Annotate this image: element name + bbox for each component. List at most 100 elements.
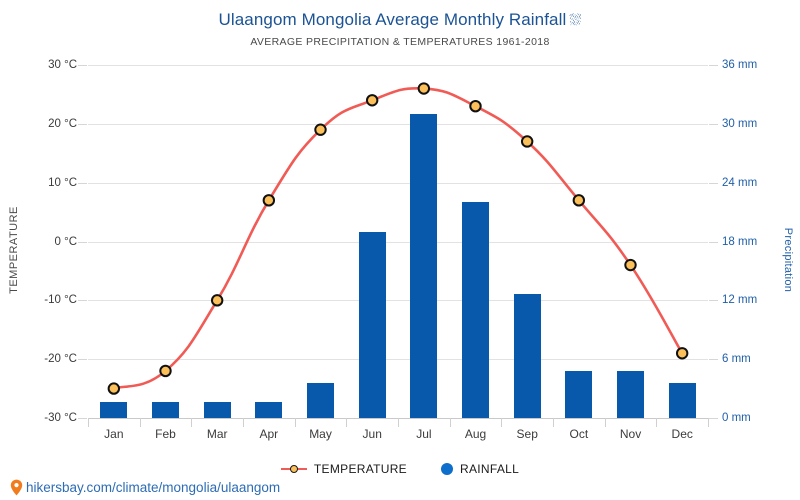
temperature-point-jul[interactable]: Jul: 26 °C	[417, 82, 431, 95]
y-axis-left-tick	[78, 123, 87, 125]
rainfall-bar-aug[interactable]	[462, 202, 489, 418]
bar-slot	[398, 65, 450, 418]
bar-slot	[243, 65, 295, 418]
y-axis-right-tick-label: 0 mm	[722, 412, 751, 424]
legend-label-rainfall: RAINFALL	[460, 462, 520, 476]
x-axis-tick	[88, 418, 89, 427]
y-axis-right-tick	[709, 359, 718, 361]
rainfall-bar-nov[interactable]	[617, 370, 644, 418]
y-axis-right-tick	[709, 418, 718, 419]
plot-area	[88, 65, 708, 419]
rainfall-bar-apr[interactable]	[255, 402, 283, 418]
y-axis-left-tick-label: 10 °C	[48, 176, 77, 189]
temperature-markers: Jan: -25 °C Feb: -22 °C Mar: -10 °C Apr: 7 …	[107, 82, 689, 395]
gridline	[88, 123, 708, 125]
temperature-point-nov[interactable]: Nov: -4 °C	[624, 258, 637, 272]
x-axis-tick	[553, 418, 554, 427]
x-axis-tick	[501, 418, 503, 427]
rainfall-bar-dec[interactable]	[668, 382, 696, 418]
x-axis-label-nov: Nov	[619, 427, 642, 441]
x-axis-tick	[243, 418, 244, 427]
rainfall-bar-sep[interactable]	[513, 294, 541, 418]
x-axis-tick	[191, 418, 193, 427]
rainfall-bar-jul[interactable]	[410, 114, 438, 418]
y-axis-left-tick	[78, 300, 87, 302]
x-axis-label-oct: Oct	[569, 427, 589, 441]
temperature-point-may[interactable]: May: 19 °C	[314, 123, 327, 136]
y-axis-right-tick-label: 12 mm	[722, 294, 758, 307]
x-axis-tick	[604, 418, 606, 427]
page-title: Ulaangom Mongolia Average Monthly Rainfa…	[0, 0, 800, 30]
x-axis-label-aug: Aug	[464, 427, 487, 441]
y-axis-left-tick-label: 20 °C	[48, 117, 77, 130]
x-axis-tick	[398, 418, 399, 427]
rainfall-bar-oct[interactable]	[565, 370, 593, 418]
y-axis-left-title: TEMPERATURE	[8, 206, 20, 294]
temperature-point-aug[interactable]: Aug: 23 °C	[469, 99, 482, 113]
x-axis-label-dec: Dec	[671, 427, 693, 441]
temperature-curve-path	[112, 86, 684, 390]
bar-slot	[605, 65, 657, 418]
source-footer[interactable]: hikersbay.com/climate/mongolia/ulaangom	[10, 479, 280, 496]
x-axis-label-apr: Apr	[259, 427, 279, 441]
y-axis-left-tick	[78, 65, 87, 66]
rainfall-bars	[88, 65, 708, 418]
x-axis-label-may: May	[309, 427, 332, 441]
x-axis-tick	[139, 418, 141, 427]
y-axis-right-tick	[709, 123, 718, 125]
temperature-point-sep[interactable]: Sep: 17 °C	[520, 135, 534, 148]
gridline	[88, 182, 708, 184]
y-axis-left-tick	[78, 182, 87, 184]
legend-item-temperature[interactable]: TEMPERATURE	[280, 462, 407, 476]
temperature-point-mar[interactable]: Mar: -10 °C	[210, 294, 224, 307]
y-axis-right-tick	[709, 300, 718, 302]
y-axis-left-tick-label: 30 °C	[48, 59, 77, 71]
chart-title-text: Ulaangom Mongolia Average Monthly Rainfa…	[218, 10, 567, 29]
source-url[interactable]: hikersbay.com/climate/mongolia/ulaangom	[26, 480, 281, 495]
gridline	[88, 241, 708, 243]
temperature-point-feb[interactable]: Feb: -22 °C	[159, 364, 172, 378]
rain-cloud-icon: ⛆	[569, 12, 582, 29]
y-axis-left-tick-label: 0 °C	[54, 235, 78, 248]
x-axis-month-labels: Jan Feb Mar Apr May Jun Jul Aug Sep Oct Nov Dec	[88, 427, 708, 447]
rainfall-bar-may[interactable]	[307, 382, 334, 418]
rainfall-bar-mar[interactable]	[203, 402, 231, 418]
temperature-point-dec[interactable]: Dec: -19 °C	[675, 347, 689, 360]
bar-slot	[553, 65, 605, 418]
gridline	[88, 418, 708, 419]
bar-slot	[501, 65, 553, 418]
x-axis-line	[88, 418, 708, 419]
y-axis-left-tick	[78, 359, 87, 361]
temperature-point-jun[interactable]: Jun: 24 °C	[365, 94, 379, 107]
rainfall-bar-jan[interactable]	[100, 402, 128, 418]
y-axis-right-tick	[709, 241, 718, 243]
rainfall-dot-icon	[441, 463, 453, 475]
rainfall-bar-jun[interactable]	[358, 231, 386, 418]
gridline	[88, 65, 708, 66]
rainfall-bar-feb[interactable]	[152, 402, 179, 418]
x-axis-label-feb: Feb	[155, 427, 176, 441]
y-axis-left-tick-label: -30 °C	[44, 412, 77, 424]
chart-subtitle: AVERAGE PRECIPITATION & TEMPERATURES 196…	[250, 36, 550, 48]
x-axis-label-jun: Jun	[362, 427, 382, 441]
y-axis-right-tick	[709, 182, 718, 184]
x-axis-tick	[708, 418, 709, 427]
y-axis-right-tick-label: 18 mm	[722, 235, 758, 248]
x-axis-label-mar: Mar	[206, 427, 228, 441]
x-axis-tick	[449, 418, 451, 427]
chart-legend: TEMPERATURE RAINFALL	[0, 462, 800, 476]
bar-slot	[346, 65, 398, 418]
gridline	[88, 300, 708, 302]
bar-slot	[656, 65, 708, 418]
legend-item-rainfall[interactable]: RAINFALL	[441, 462, 519, 476]
temperature-point-oct[interactable]: Oct: 7 °C	[572, 194, 586, 207]
y-axis-right-tick-label: 6 mm	[722, 353, 751, 366]
map-pin-icon	[10, 479, 23, 496]
x-axis-label-jul: Jul	[416, 427, 432, 441]
bar-slot	[191, 65, 243, 418]
temperature-point-apr[interactable]: Apr: 7 °C	[262, 194, 276, 207]
y-axis-left-tick	[78, 241, 87, 243]
x-axis-label-jan: Jan	[104, 427, 124, 441]
temperature-point-jan[interactable]: Jan: -25 °C	[107, 382, 121, 395]
